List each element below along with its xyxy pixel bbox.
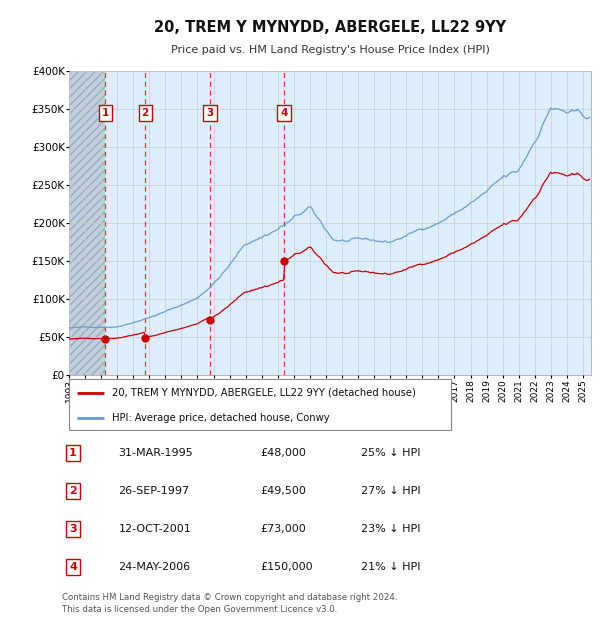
- Text: Contains HM Land Registry data © Crown copyright and database right 2024.
This d: Contains HM Land Registry data © Crown c…: [62, 593, 398, 614]
- Text: 4: 4: [69, 562, 77, 572]
- Text: £150,000: £150,000: [260, 562, 313, 572]
- Text: 3: 3: [206, 108, 214, 118]
- Text: 20, TREM Y MYNYDD, ABERGELE, LL22 9YY (detached house): 20, TREM Y MYNYDD, ABERGELE, LL22 9YY (d…: [112, 388, 416, 398]
- Text: 31-MAR-1995: 31-MAR-1995: [118, 448, 193, 458]
- Text: 3: 3: [69, 524, 77, 534]
- Bar: [105, 71, 284, 375]
- Text: 25% ↓ HPI: 25% ↓ HPI: [361, 448, 421, 458]
- Text: 24-MAY-2006: 24-MAY-2006: [118, 562, 191, 572]
- Text: £73,000: £73,000: [260, 524, 305, 534]
- Text: £49,500: £49,500: [260, 486, 306, 496]
- FancyBboxPatch shape: [69, 379, 451, 430]
- Text: 26-SEP-1997: 26-SEP-1997: [118, 486, 190, 496]
- Text: £48,000: £48,000: [260, 448, 306, 458]
- Text: 1: 1: [69, 448, 77, 458]
- Text: Price paid vs. HM Land Registry's House Price Index (HPI): Price paid vs. HM Land Registry's House …: [170, 45, 490, 55]
- Bar: [69, 71, 105, 375]
- Text: 21% ↓ HPI: 21% ↓ HPI: [361, 562, 421, 572]
- Text: 23% ↓ HPI: 23% ↓ HPI: [361, 524, 421, 534]
- Text: 1: 1: [101, 108, 109, 118]
- Text: 4: 4: [280, 108, 288, 118]
- Text: 20, TREM Y MYNYDD, ABERGELE, LL22 9YY: 20, TREM Y MYNYDD, ABERGELE, LL22 9YY: [154, 20, 506, 35]
- Text: 2: 2: [142, 108, 149, 118]
- Text: 12-OCT-2001: 12-OCT-2001: [118, 524, 191, 534]
- Text: HPI: Average price, detached house, Conwy: HPI: Average price, detached house, Conw…: [112, 413, 329, 423]
- Text: 2: 2: [69, 486, 77, 496]
- Text: 27% ↓ HPI: 27% ↓ HPI: [361, 486, 421, 496]
